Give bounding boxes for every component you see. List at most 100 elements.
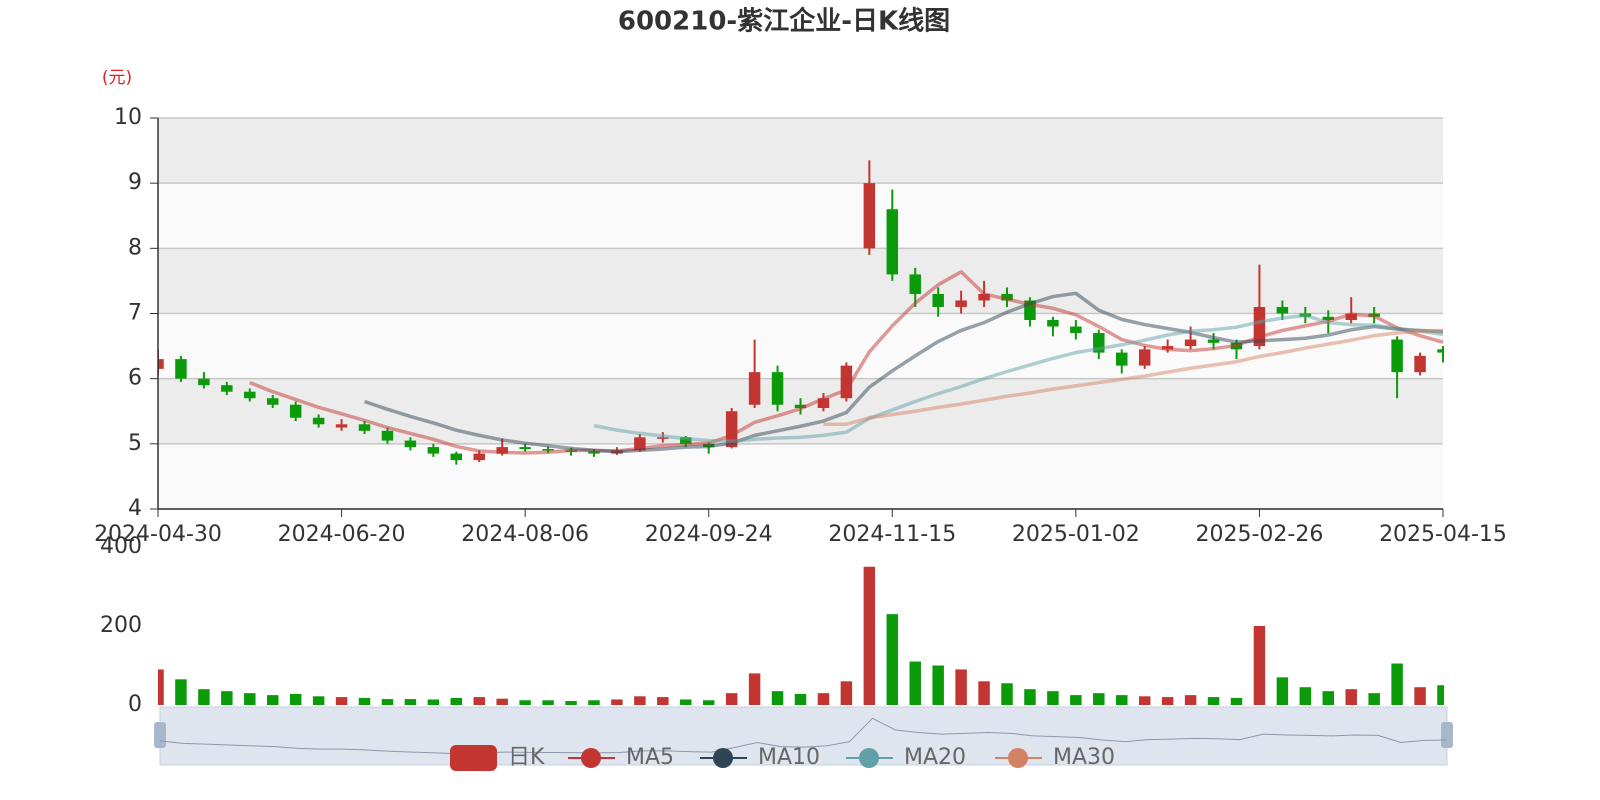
candle-body [657, 437, 669, 439]
zoom-handle[interactable] [154, 722, 166, 748]
volume-bar [1253, 626, 1266, 705]
volume-bar [244, 693, 256, 705]
candle-body [404, 440, 417, 448]
ma-line [823, 328, 1444, 427]
volume-bar [198, 689, 210, 705]
y-tick-label: 4 [128, 496, 142, 521]
volume-tick-label: 400 [100, 534, 142, 559]
candle-body [1184, 339, 1197, 347]
legend-icon[interactable] [1008, 748, 1028, 768]
volume-bar [1391, 663, 1403, 705]
volume-bar [1161, 697, 1174, 705]
volume-bar [748, 673, 761, 705]
volume-bar [519, 700, 531, 705]
candle-body [312, 417, 325, 425]
zoom-preview [159, 717, 1448, 755]
chart-title: 600210-紫江企业-日K线图 [618, 6, 950, 37]
y-tick-label: 10 [114, 105, 142, 130]
volume-bar [450, 697, 463, 705]
volume-bar [909, 661, 921, 705]
volume-bar [840, 681, 853, 705]
volume-bar [289, 693, 302, 705]
candle-body [473, 453, 485, 461]
volume-bar [978, 681, 990, 705]
candle-body [1001, 293, 1013, 301]
legend-label[interactable]: MA30 [1053, 745, 1115, 770]
volume-bar [158, 669, 164, 705]
volume-bar [1230, 697, 1243, 705]
candle-body [840, 365, 853, 399]
x-tick-label: 2025-04-15 [1379, 522, 1507, 547]
legend-icon[interactable] [713, 748, 733, 768]
volume-bar [565, 701, 577, 705]
candle-body [1345, 313, 1357, 321]
legend-icon[interactable] [859, 748, 879, 768]
candle-body [266, 398, 279, 405]
candle-body [1253, 306, 1266, 347]
legend-label[interactable]: MA5 [626, 745, 674, 770]
candle-body [221, 385, 233, 392]
volume-bar [266, 695, 279, 705]
y-tick-label: 6 [128, 366, 142, 391]
volume-bar [1276, 677, 1289, 705]
candle-body [1047, 320, 1059, 327]
y-unit: (元) [102, 68, 132, 88]
volume-bar [542, 700, 554, 705]
candle-body [1276, 306, 1289, 314]
candle-body [158, 359, 164, 369]
candle-body [358, 424, 371, 431]
zoom-window[interactable] [159, 706, 1448, 766]
legend[interactable]: 日K MA5 MA10 MA20 MA30 [450, 745, 1115, 771]
volume-bar [473, 697, 485, 705]
legend-icon[interactable] [581, 748, 601, 768]
candle-body [1024, 300, 1036, 321]
y-tick-label: 8 [128, 235, 142, 260]
volume-bar [1299, 687, 1312, 705]
candle-body [289, 404, 302, 418]
volume-bar [1093, 693, 1105, 705]
candle-body [450, 453, 463, 461]
candle-body [1322, 316, 1335, 321]
volume-bar [932, 665, 944, 705]
candle-body [1070, 326, 1082, 334]
volume-bar [955, 669, 967, 705]
volume-bar [634, 696, 646, 705]
candle-body [725, 411, 738, 448]
candle-body [1414, 355, 1426, 373]
axes: 4 5 6 7 8 9 10 2024-04-30 2024-06-20 2024-08-06 20… [94, 105, 1507, 717]
candle-body [198, 378, 210, 386]
candle-body [588, 451, 600, 454]
zoom-handle[interactable] [1441, 722, 1453, 748]
data-zoom[interactable] [154, 706, 1453, 766]
ma-line [363, 291, 1444, 454]
legend-label[interactable]: MA10 [758, 745, 820, 770]
candle-body [680, 437, 692, 444]
volume-bar [886, 614, 899, 705]
volume-bar [1207, 697, 1220, 705]
volume-bar [404, 699, 417, 705]
volume-bar [702, 700, 715, 705]
ma-line [593, 313, 1444, 443]
volume-bar [817, 693, 830, 705]
y-tick-label: 7 [128, 301, 142, 326]
split-area [158, 183, 1443, 249]
legend-label[interactable]: MA20 [904, 745, 966, 770]
candle-body [1138, 349, 1151, 366]
legend-icon[interactable] [450, 745, 497, 771]
candle-body [244, 391, 256, 399]
volume-bar [1138, 696, 1151, 705]
split-area [158, 118, 1443, 184]
volume-bar [1437, 685, 1444, 705]
candle-body [886, 209, 899, 275]
volume-bar [381, 699, 394, 705]
candle-body [909, 274, 921, 294]
volume-bar [1322, 691, 1335, 705]
plot-area [158, 160, 1444, 705]
candle-body [335, 424, 348, 428]
candle-body [542, 449, 554, 451]
candle-body [1437, 349, 1444, 353]
legend-label[interactable]: 日K [508, 745, 545, 770]
volume-bar [611, 699, 623, 705]
volume-bar [1116, 695, 1128, 705]
